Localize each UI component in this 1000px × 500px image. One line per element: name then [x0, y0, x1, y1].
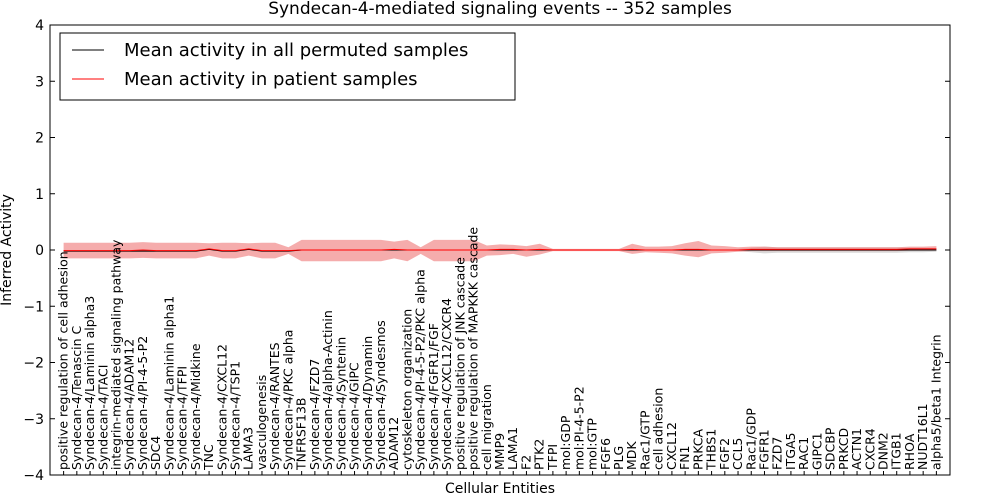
x-tick-label: cell adhesion: [651, 388, 666, 470]
x-tick-label: Syndecan-4/Midkine: [188, 343, 203, 470]
x-tick-label: Syndecan-4/TFPI: [175, 366, 190, 470]
x-tick-label: Syndecan-4/PKC alpha: [280, 330, 295, 470]
x-tick-label: Syndecan-4/Tenascin C: [69, 325, 84, 470]
legend-frame: [59, 32, 516, 101]
chart-title: Syndecan-4-mediated signaling events -- …: [268, 0, 732, 19]
x-tick-label: GIPC1: [809, 432, 824, 470]
x-tick-label: Rac1/GTP: [638, 410, 653, 470]
x-tick-label: DNM2: [876, 432, 891, 470]
y-tick-label: 4: [35, 18, 44, 34]
x-tick-label: positive regulation of MAPKKK cascade: [466, 227, 481, 470]
x-tick-label: FGF6: [598, 438, 613, 470]
x-tick-label: Syndecan-4/FZD7: [307, 359, 322, 470]
x-tick-label: LAMA1: [505, 427, 520, 470]
y-tick-label: −4: [23, 468, 44, 484]
x-tick-label: mol:GDP: [558, 415, 573, 470]
x-tick-label: RHOA: [902, 433, 917, 470]
x-tick-label: alpha5/beta1 Integrin: [928, 334, 943, 470]
x-tick-label: PRKCA: [690, 429, 705, 470]
x-tick-label: positive regulation of cell adhesion: [56, 251, 71, 470]
x-tick-label: CXCR4: [862, 428, 877, 470]
x-tick-label: ACTN1: [849, 428, 864, 470]
x-tick-label: SDC4: [148, 436, 163, 470]
y-tick-label: 1: [35, 187, 44, 203]
x-tick-label: Syndecan-4/FGFR1/FGF: [426, 323, 441, 470]
y-axis-label: Inferred Activity: [0, 194, 15, 306]
y-tick-label: 2: [35, 131, 44, 147]
x-tick-label: Syndecan-4/RANTES: [267, 342, 282, 470]
x-tick-label: Syndecan-4/CXCL12: [214, 344, 229, 470]
x-tick-label: mol:PI-4-5-P2: [571, 386, 586, 470]
patient-series-line: [63, 248, 937, 252]
x-tick-label: Syndecan-4/PI-4-5-P2/PKC alpha: [413, 269, 428, 470]
x-tick-label: Syndecan-4/Syndesmos: [373, 320, 388, 470]
x-tick-label: TFPI: [545, 444, 560, 471]
x-tick-label: FGF2: [717, 438, 732, 470]
x-tick-label: PRKCD: [836, 428, 851, 470]
x-tick-label: mol:GTP: [585, 418, 600, 470]
y-tick-label: −1: [23, 299, 44, 315]
x-tick-label: PLG: [611, 446, 626, 470]
x-tick-label: TNC: [201, 444, 216, 471]
x-tick-label: Syndecan-4/Syntenin: [333, 337, 348, 470]
x-tick-label: cell migration: [479, 384, 494, 470]
x-tick-label: THBS1: [704, 429, 719, 471]
x-tick-label: vasculogenesis: [254, 375, 269, 470]
x-tick-label: Syndecan-4/GIPC: [347, 362, 362, 470]
x-tick-label: Syndecan-4/Laminin alpha3: [82, 296, 97, 470]
legend: Mean activity in all permuted samples Me…: [59, 32, 516, 101]
x-tick-label: ITGA5: [783, 432, 798, 470]
x-tick-label: Rac1/GDP: [743, 408, 758, 470]
x-tick-label: Syndecan-4/alpha-Actinin: [320, 310, 335, 470]
x-tick-label: Syndecan-4/CXCL12/CXCR4: [439, 298, 454, 470]
y-tick-label: 3: [35, 74, 44, 90]
x-tick-label: MMP9: [492, 433, 507, 470]
x-tick-label: Syndecan-4/Dynamin: [360, 336, 375, 470]
y-tick-label: 0: [35, 243, 44, 259]
x-tick-label: Syndecan-4/TSP1: [228, 361, 243, 470]
patient-band: [63, 239, 937, 262]
x-axis-label: Cellular Entities: [445, 481, 555, 497]
x-tick-label: CXCL12: [664, 422, 679, 470]
x-tick-label: SDCBP: [823, 427, 838, 470]
x-tick-label: FZD7: [770, 437, 785, 470]
x-tick-label: ITGB1: [889, 432, 904, 470]
x-tick-label: LAMA3: [241, 427, 256, 470]
x-tick-label: cytoskeleton organization: [399, 309, 414, 470]
x-tick-label: RAC1: [796, 437, 811, 470]
x-tick-label: Syndecan-4/TACI: [95, 365, 110, 470]
x-tick-label: PTK2: [532, 439, 547, 470]
x-tick-label: TNFRSF13B: [294, 398, 309, 471]
x-tick-label: positive regulation of JNK cascade: [452, 257, 467, 470]
x-tick-label: Syndecan-4/ADAM12: [122, 339, 137, 470]
x-tick-label: Syndecan-4/Laminin alpha1: [161, 296, 176, 470]
legend-label-patient: Mean activity in patient samples: [124, 69, 418, 90]
y-tick-label: −3: [23, 412, 44, 428]
x-tick-label: integrin-mediated signaling pathway: [109, 239, 124, 470]
x-tick-label: ADAM12: [386, 417, 401, 470]
x-tick-label: NUDT16L1: [915, 403, 930, 470]
x-tick-label: F2: [518, 455, 533, 470]
x-tick-label: CCL5: [730, 438, 745, 470]
x-tick-label: MDK: [624, 441, 639, 470]
x-tick-label: Syndecan-4/PI-4-5-P2: [135, 336, 150, 470]
y-tick-label: −2: [23, 356, 44, 372]
x-tick-label: FGFR1: [757, 429, 772, 470]
x-tick-label: FN1: [677, 446, 692, 471]
legend-label-permuted: Mean activity in all permuted samples: [124, 40, 468, 61]
